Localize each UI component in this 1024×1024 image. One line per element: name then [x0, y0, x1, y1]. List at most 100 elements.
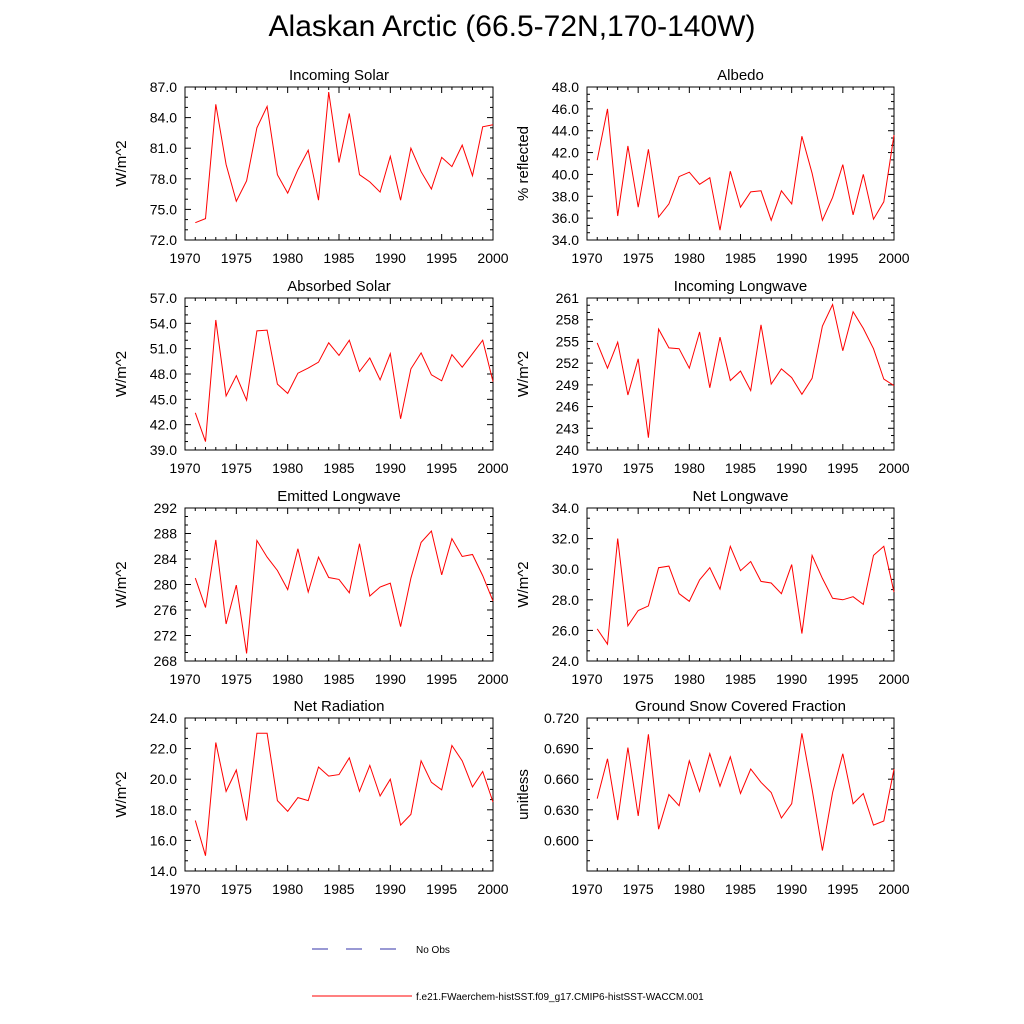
- panel-2: Albedo % reflected 1970 1975 1980 1985 1990 199…: [515, 67, 910, 266]
- x-tick-label: 1975: [221, 460, 252, 476]
- series-line: [194, 319, 494, 442]
- y-tick-label: 18.0: [150, 802, 177, 818]
- x-tick-label: 1970: [571, 671, 602, 687]
- y-tick-label: 288: [154, 526, 178, 542]
- y-tick-label: 0.630: [544, 802, 579, 818]
- series-line: [596, 108, 895, 231]
- x-tick-label: 2000: [878, 881, 909, 897]
- y-tick-label: 268: [154, 653, 178, 669]
- y-axis-label: unitless: [515, 769, 532, 820]
- y-tick-label: 0.600: [544, 832, 579, 848]
- x-tick-label: 1980: [674, 250, 705, 266]
- x-tick-label: 1990: [776, 250, 807, 266]
- y-tick-label: 81.0: [150, 140, 177, 156]
- y-axis-label: W/m^2: [113, 351, 130, 397]
- x-tick-label: 1970: [169, 881, 200, 897]
- x-tick-label: 1970: [571, 881, 602, 897]
- x-tick-label: 2000: [477, 460, 508, 476]
- x-tick-label: 1985: [323, 460, 354, 476]
- x-tick-label: 1995: [426, 460, 457, 476]
- x-tick-label: 2000: [477, 881, 508, 897]
- x-tick-label: 1975: [623, 460, 654, 476]
- panel-5: Emitted Longwave W/m^2 1970 1975 1980 1985 199…: [113, 488, 509, 687]
- x-tick-label: 1990: [375, 671, 406, 687]
- y-tick-label: 24.0: [150, 710, 177, 726]
- y-tick-label: 246: [556, 399, 580, 415]
- panel-title: Ground Snow Covered Fraction: [635, 698, 846, 715]
- panel-title: Incoming Solar: [289, 67, 389, 84]
- y-tick-label: 72.0: [150, 232, 177, 248]
- y-tick-label: 36.0: [552, 210, 579, 226]
- x-tick-label: 1970: [571, 250, 602, 266]
- legend-model-label: f.e21.FWaerchem-histSST.f09_g17.CMIP6-hi…: [416, 992, 704, 1003]
- panel-title: Net Radiation: [294, 698, 385, 715]
- y-tick-label: 0.720: [544, 710, 579, 726]
- x-tick-label: 2000: [878, 250, 909, 266]
- plot-frame: [586, 507, 895, 662]
- series-line: [596, 302, 895, 438]
- y-tick-label: 48.0: [150, 366, 177, 382]
- y-axis-label: W/m^2: [515, 561, 532, 607]
- x-tick-label: 1970: [169, 250, 200, 266]
- x-tick-label: 1985: [725, 671, 756, 687]
- x-tick-label: 1970: [169, 671, 200, 687]
- x-tick-label: 1970: [571, 460, 602, 476]
- y-tick-label: 249: [556, 377, 580, 393]
- x-tick-label: 1995: [426, 250, 457, 266]
- plot-frame: [184, 297, 494, 451]
- y-tick-label: 51.0: [150, 341, 177, 357]
- x-tick-label: 2000: [477, 671, 508, 687]
- x-tick-label: 1980: [674, 460, 705, 476]
- series-line: [194, 529, 494, 654]
- x-tick-label: 1990: [776, 881, 807, 897]
- plot-frame: [586, 86, 895, 241]
- y-tick-label: 22.0: [150, 741, 177, 757]
- x-tick-label: 1995: [426, 881, 457, 897]
- x-tick-label: 1990: [776, 460, 807, 476]
- y-tick-label: 44.0: [552, 123, 579, 139]
- y-axis-label: W/m^2: [515, 351, 532, 397]
- x-tick-label: 1980: [272, 671, 303, 687]
- panel-title: Net Longwave: [693, 488, 789, 505]
- x-tick-label: 1995: [827, 460, 858, 476]
- y-tick-label: 84.0: [150, 110, 177, 126]
- panel-1: Incoming Solar W/m^2 1970 1975 1980 1985 1990 1…: [113, 67, 509, 266]
- x-tick-label: 1990: [375, 881, 406, 897]
- y-tick-label: 54.0: [150, 315, 177, 331]
- plot-frame: [184, 717, 494, 872]
- y-tick-label: 42.0: [552, 145, 579, 161]
- series-line: [194, 732, 494, 856]
- y-tick-label: 45.0: [150, 391, 177, 407]
- y-tick-label: 57.0: [150, 290, 177, 306]
- y-tick-label: 276: [154, 602, 178, 618]
- x-tick-label: 2000: [477, 250, 508, 266]
- y-tick-label: 261: [556, 290, 580, 306]
- series-line: [596, 538, 895, 646]
- panel-4: Incoming Longwave W/m^2 1970 1975 1980 1985 19…: [515, 278, 910, 476]
- legend-no-obs-label: No Obs: [416, 945, 450, 956]
- y-tick-label: 258: [556, 312, 580, 328]
- y-axis-label: % reflected: [515, 126, 532, 201]
- x-tick-label: 1970: [169, 460, 200, 476]
- y-tick-label: 34.0: [552, 500, 579, 516]
- y-tick-label: 0.690: [544, 741, 579, 757]
- y-tick-label: 48.0: [552, 79, 579, 95]
- panel-6: Net Longwave W/m^2 1970 1975 1980 1985 1990 199…: [515, 488, 910, 687]
- y-tick-label: 30.0: [552, 561, 579, 577]
- x-tick-label: 1975: [623, 881, 654, 897]
- y-tick-label: 255: [556, 333, 580, 349]
- panel-3: Absorbed Solar W/m^2 1970 1975 1980 1985 1990 1…: [113, 278, 509, 476]
- series-line: [195, 92, 494, 224]
- x-tick-label: 1975: [221, 881, 252, 897]
- x-tick-label: 1990: [375, 460, 406, 476]
- x-tick-label: 1975: [221, 671, 252, 687]
- x-tick-label: 1985: [323, 881, 354, 897]
- y-axis-label: W/m^2: [113, 771, 130, 817]
- y-tick-label: 87.0: [150, 79, 177, 95]
- y-axis-label: W/m^2: [113, 140, 130, 186]
- x-tick-label: 1975: [623, 671, 654, 687]
- x-tick-label: 1990: [375, 250, 406, 266]
- x-tick-label: 1980: [674, 671, 705, 687]
- y-tick-label: 280: [154, 577, 178, 593]
